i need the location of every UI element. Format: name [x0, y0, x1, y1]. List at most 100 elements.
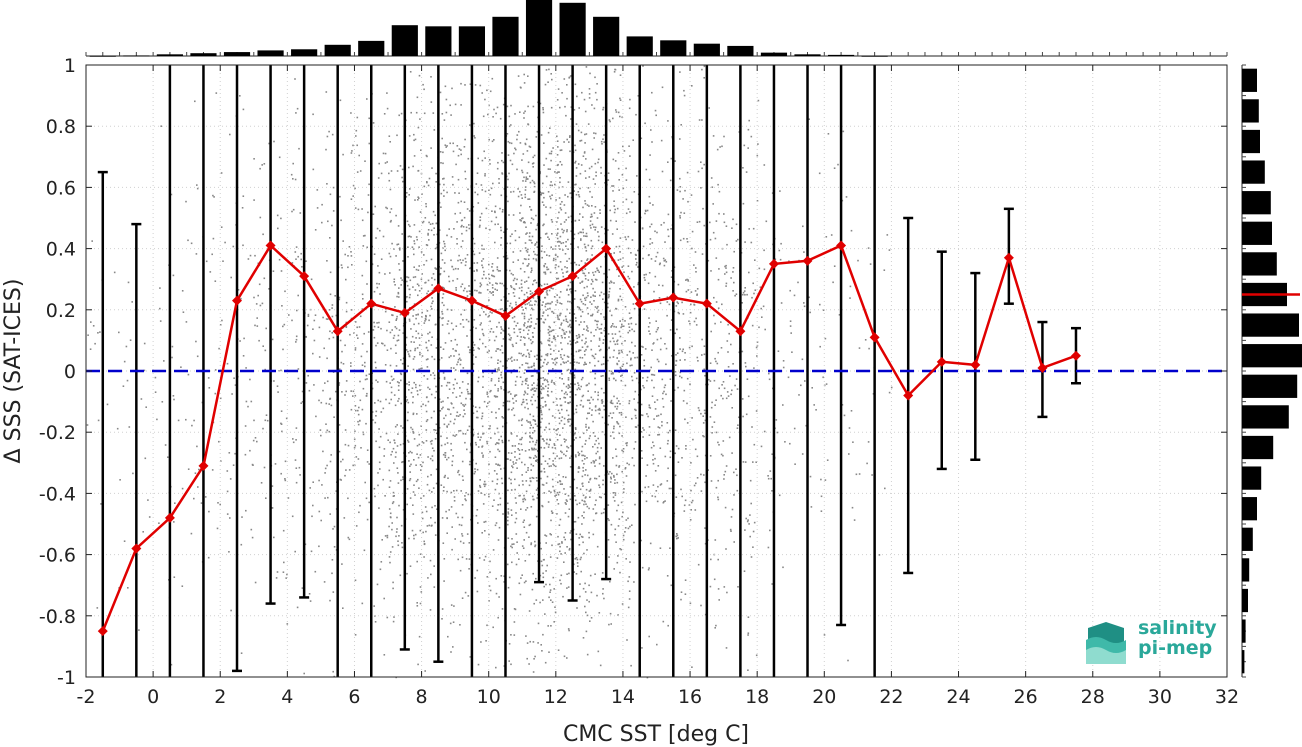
scatter-point: [374, 402, 376, 404]
scatter-point: [498, 182, 500, 184]
scatter-point: [501, 159, 503, 162]
scatter-point: [456, 145, 459, 147]
scatter-point: [617, 167, 620, 170]
scatter-point: [454, 538, 456, 540]
scatter-point: [408, 384, 410, 386]
scatter-point: [540, 318, 542, 320]
scatter-point: [609, 471, 611, 473]
scatter-point: [448, 280, 451, 283]
scatter-point: [329, 293, 332, 296]
scatter-point: [415, 236, 418, 238]
scatter-point: [242, 195, 245, 197]
scatter-point: [495, 216, 498, 219]
scatter-point: [518, 236, 521, 239]
scatter-point: [621, 323, 623, 326]
scatter-point: [527, 325, 529, 328]
scatter-point: [418, 443, 421, 446]
scatter-point: [380, 327, 382, 330]
scatter-point: [442, 293, 445, 295]
scatter-point: [612, 492, 615, 494]
scatter-point: [618, 189, 620, 191]
scatter-point: [488, 299, 490, 301]
scatter-point: [570, 290, 572, 293]
scatter-point: [427, 456, 429, 458]
scatter-point: [296, 107, 299, 110]
scatter-point: [521, 461, 523, 464]
scatter-point: [547, 361, 549, 364]
scatter-point: [350, 365, 352, 367]
scatter-point: [329, 193, 332, 196]
scatter-point: [431, 167, 433, 169]
scatter-point: [510, 191, 512, 193]
scatter-point: [419, 464, 422, 466]
scatter-point: [630, 317, 633, 319]
scatter-point: [592, 508, 595, 510]
scatter-point: [456, 221, 458, 223]
scatter-point: [415, 480, 418, 483]
scatter-point: [670, 228, 672, 230]
scatter-point: [450, 236, 453, 238]
scatter-point: [331, 559, 334, 561]
scatter-point: [476, 569, 479, 572]
scatter-point: [556, 277, 558, 280]
scatter-point: [509, 159, 512, 162]
scatter-point: [382, 152, 385, 155]
scatter-point: [714, 627, 716, 629]
scatter-point: [417, 332, 420, 335]
scatter-point: [609, 219, 612, 222]
scatter-point: [466, 388, 469, 391]
scatter-point: [535, 387, 538, 390]
scatter-point: [472, 347, 474, 349]
scatter-point: [441, 608, 444, 610]
scatter-point: [458, 254, 460, 257]
scatter-point: [528, 198, 531, 200]
scatter-point: [396, 295, 398, 298]
scatter-point: [528, 663, 530, 665]
scatter-point: [580, 385, 582, 388]
scatter-point: [397, 243, 400, 245]
scatter-point: [378, 271, 381, 274]
scatter-point: [523, 393, 525, 396]
scatter-point: [379, 435, 382, 438]
scatter-point: [489, 589, 492, 592]
scatter-point: [383, 597, 385, 600]
scatter-point: [307, 315, 310, 317]
scatter-point: [659, 484, 662, 486]
scatter-point: [548, 289, 551, 292]
scatter-point: [332, 336, 335, 339]
scatter-point: [555, 465, 557, 468]
scatter-point: [331, 315, 334, 318]
scatter-point: [728, 332, 730, 335]
scatter-point: [428, 339, 430, 342]
scatter-point: [593, 212, 596, 214]
scatter-point: [543, 447, 546, 449]
scatter-point: [574, 454, 577, 456]
scatter-point: [606, 302, 609, 305]
scatter-point: [701, 338, 703, 341]
scatter-point: [568, 330, 571, 333]
scatter-point: [506, 563, 509, 566]
scatter-point: [465, 499, 467, 502]
scatter-point: [454, 192, 456, 194]
scatter-point: [457, 415, 460, 417]
scatter-point: [427, 400, 430, 403]
scatter-point: [629, 211, 631, 213]
scatter-point: [494, 211, 496, 214]
scatter-point: [577, 565, 579, 567]
scatter-point: [782, 360, 785, 362]
scatter-point: [525, 258, 527, 261]
scatter-point: [486, 351, 489, 354]
scatter-point: [486, 289, 489, 291]
scatter-point: [617, 614, 619, 616]
scatter-point: [567, 300, 569, 303]
scatter-point: [610, 623, 612, 625]
scatter-point: [588, 437, 591, 440]
scatter-point: [452, 183, 454, 186]
scatter-point: [642, 245, 645, 248]
scatter-point: [741, 398, 744, 400]
scatter-point: [282, 325, 284, 328]
scatter-point: [374, 361, 377, 364]
scatter-point: [723, 135, 725, 138]
scatter-point: [654, 230, 656, 233]
scatter-point: [418, 284, 420, 287]
